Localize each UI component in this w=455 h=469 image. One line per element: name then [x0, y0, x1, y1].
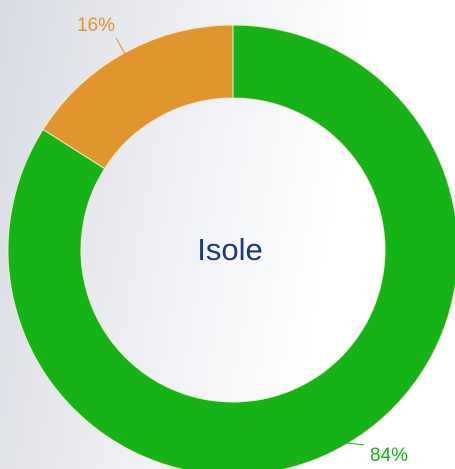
leader-line	[115, 37, 128, 59]
leader-line	[338, 441, 365, 446]
value-label: 16%	[77, 15, 115, 36]
center-text: Isole	[197, 232, 262, 267]
donut-slice	[42, 24, 234, 170]
donut-slice	[7, 24, 455, 469]
value-label: 84%	[370, 445, 408, 466]
